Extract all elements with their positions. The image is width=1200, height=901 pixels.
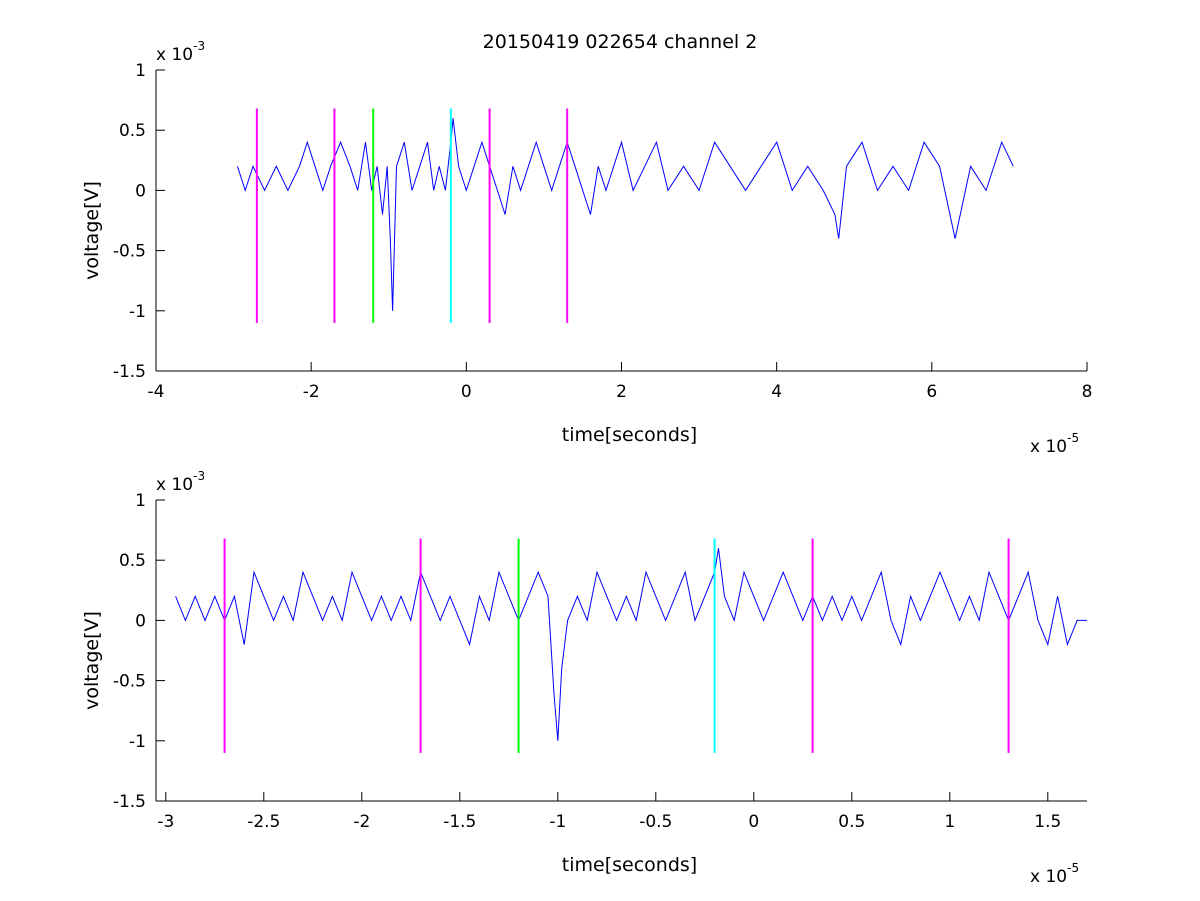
- y-tick-label: 0.5: [119, 551, 146, 571]
- x-exponent-label: x 10-5: [1030, 861, 1079, 887]
- x-tick-label: 4: [771, 382, 782, 402]
- y-exponent-power: -3: [193, 39, 205, 53]
- y-tick-label: 0: [135, 611, 146, 631]
- y-axis-label: voltage[V]: [81, 181, 103, 280]
- x-axis-label: time[seconds]: [562, 854, 697, 876]
- x-tick-label: 0: [461, 382, 472, 402]
- y-exponent-base: x 10: [156, 45, 193, 65]
- y-tick-label: -1: [129, 732, 146, 752]
- x-exponent-power: -5: [1067, 861, 1079, 875]
- x-tick-label: 6: [926, 382, 937, 402]
- y-tick-label: 1: [135, 61, 146, 81]
- x-tick-label: 0.5: [838, 812, 865, 832]
- x-exponent-label: x 10-5: [1030, 431, 1079, 457]
- x-exponent-base: x 10: [1030, 437, 1067, 457]
- chart-title: 20150419 022654 channel 2: [483, 31, 758, 53]
- y-tick-label: -0.5: [113, 242, 146, 262]
- y-tick-label: -1.5: [113, 792, 146, 812]
- x-exponent-power: -5: [1067, 431, 1079, 445]
- x-exponent-base: x 10: [1030, 867, 1067, 887]
- x-tick-label: 0: [748, 812, 759, 832]
- top-plot: -4 -2 0 2 4 6 8-1.5-1-0.500.51x 10-3x 10-5time…: [81, 31, 1092, 457]
- x-axis-label: time[seconds]: [562, 424, 697, 446]
- y-exponent-label: x 10-3: [156, 469, 205, 495]
- x-tick-label: 8: [1082, 382, 1093, 402]
- signal-trace: [175, 548, 1087, 741]
- x-tick-label: -1: [549, 812, 566, 832]
- x-tick-label: -3: [157, 812, 174, 832]
- y-exponent-label: x 10-3: [156, 39, 205, 65]
- x-tick-label: -2: [303, 382, 320, 402]
- y-tick-label: -0.5: [113, 672, 146, 692]
- x-tick-label: 1.5: [1034, 812, 1061, 832]
- bottom-plot: -3 -2.5 -2 -1.5 -1 -0.5 0 0.5 1 1.5 -1.5 -1 -0.5 0 0.5…: [81, 469, 1087, 887]
- x-tick-label: 2: [616, 382, 627, 402]
- y-exponent-power: -3: [193, 469, 205, 483]
- y-tick-label: 0.5: [119, 121, 146, 141]
- x-tick-label: -2: [353, 812, 370, 832]
- y-tick-label: 1: [135, 491, 146, 511]
- y-tick-label: 0: [135, 181, 146, 201]
- y-tick-label: -1: [129, 302, 146, 322]
- y-axis-label: voltage[V]: [81, 611, 103, 710]
- x-tick-label: -1.5: [443, 812, 476, 832]
- x-tick-label: -0.5: [639, 812, 672, 832]
- x-tick-label: 1: [944, 812, 955, 832]
- signal-trace: [237, 118, 1014, 311]
- x-tick-label: -4: [148, 382, 165, 402]
- y-tick-label: -1.5: [113, 362, 146, 382]
- y-exponent-base: x 10: [156, 475, 193, 495]
- x-tick-label: -2.5: [247, 812, 280, 832]
